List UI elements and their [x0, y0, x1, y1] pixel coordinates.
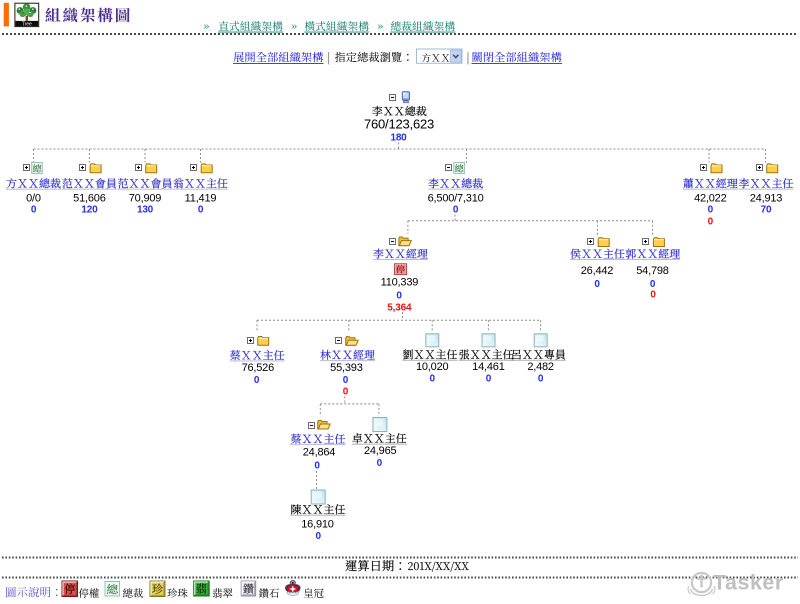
svg-text:Tasker: Tasker: [713, 571, 784, 595]
svg-text:0: 0: [377, 458, 383, 469]
svg-text:0: 0: [486, 374, 492, 385]
svg-text:130: 130: [137, 205, 154, 216]
svg-text:110,339: 110,339: [381, 277, 419, 289]
svg-text:0: 0: [538, 374, 544, 385]
svg-text:2,482: 2,482: [527, 361, 554, 373]
svg-text:180: 180: [390, 133, 407, 144]
svg-text:55,393: 55,393: [330, 362, 363, 374]
svg-text:51,606: 51,606: [73, 193, 106, 205]
svg-text:14,461: 14,461: [472, 361, 505, 373]
svg-text:26,442: 26,442: [581, 265, 614, 277]
svg-text:0: 0: [343, 375, 349, 386]
svg-text:0/0: 0/0: [26, 193, 41, 205]
svg-text:Tree: Tree: [22, 21, 32, 27]
svg-text:5,364: 5,364: [387, 303, 412, 314]
svg-text:24,965: 24,965: [364, 445, 397, 457]
svg-text:0: 0: [594, 279, 600, 290]
svg-text:24,913: 24,913: [750, 193, 783, 205]
svg-text:0: 0: [650, 289, 656, 300]
svg-text:6,500/7,310: 6,500/7,310: [428, 193, 484, 205]
svg-text:16,910: 16,910: [301, 519, 334, 531]
svg-text:54,798: 54,798: [636, 265, 669, 277]
svg-text:0: 0: [650, 279, 656, 290]
svg-text:120: 120: [81, 205, 98, 216]
svg-text:11,419: 11,419: [185, 193, 217, 205]
svg-text:0: 0: [453, 205, 459, 216]
svg-text:42,022: 42,022: [694, 193, 727, 205]
svg-text:0: 0: [396, 291, 402, 302]
svg-text:760/123,623: 760/123,623: [364, 116, 434, 131]
svg-text:24,864: 24,864: [303, 446, 336, 458]
svg-text:0: 0: [314, 460, 320, 471]
svg-text:0: 0: [31, 205, 37, 216]
svg-text:0: 0: [708, 205, 714, 216]
svg-text:0: 0: [198, 205, 204, 216]
svg-text:0: 0: [708, 217, 714, 228]
svg-text:0: 0: [430, 374, 436, 385]
svg-text:0: 0: [254, 375, 260, 386]
svg-text:70,909: 70,909: [129, 193, 162, 205]
svg-text:76,526: 76,526: [242, 362, 275, 374]
svg-text:0: 0: [343, 387, 349, 398]
svg-text:0: 0: [316, 531, 322, 542]
svg-text:10,020: 10,020: [416, 361, 449, 373]
svg-text:70: 70: [761, 205, 772, 216]
